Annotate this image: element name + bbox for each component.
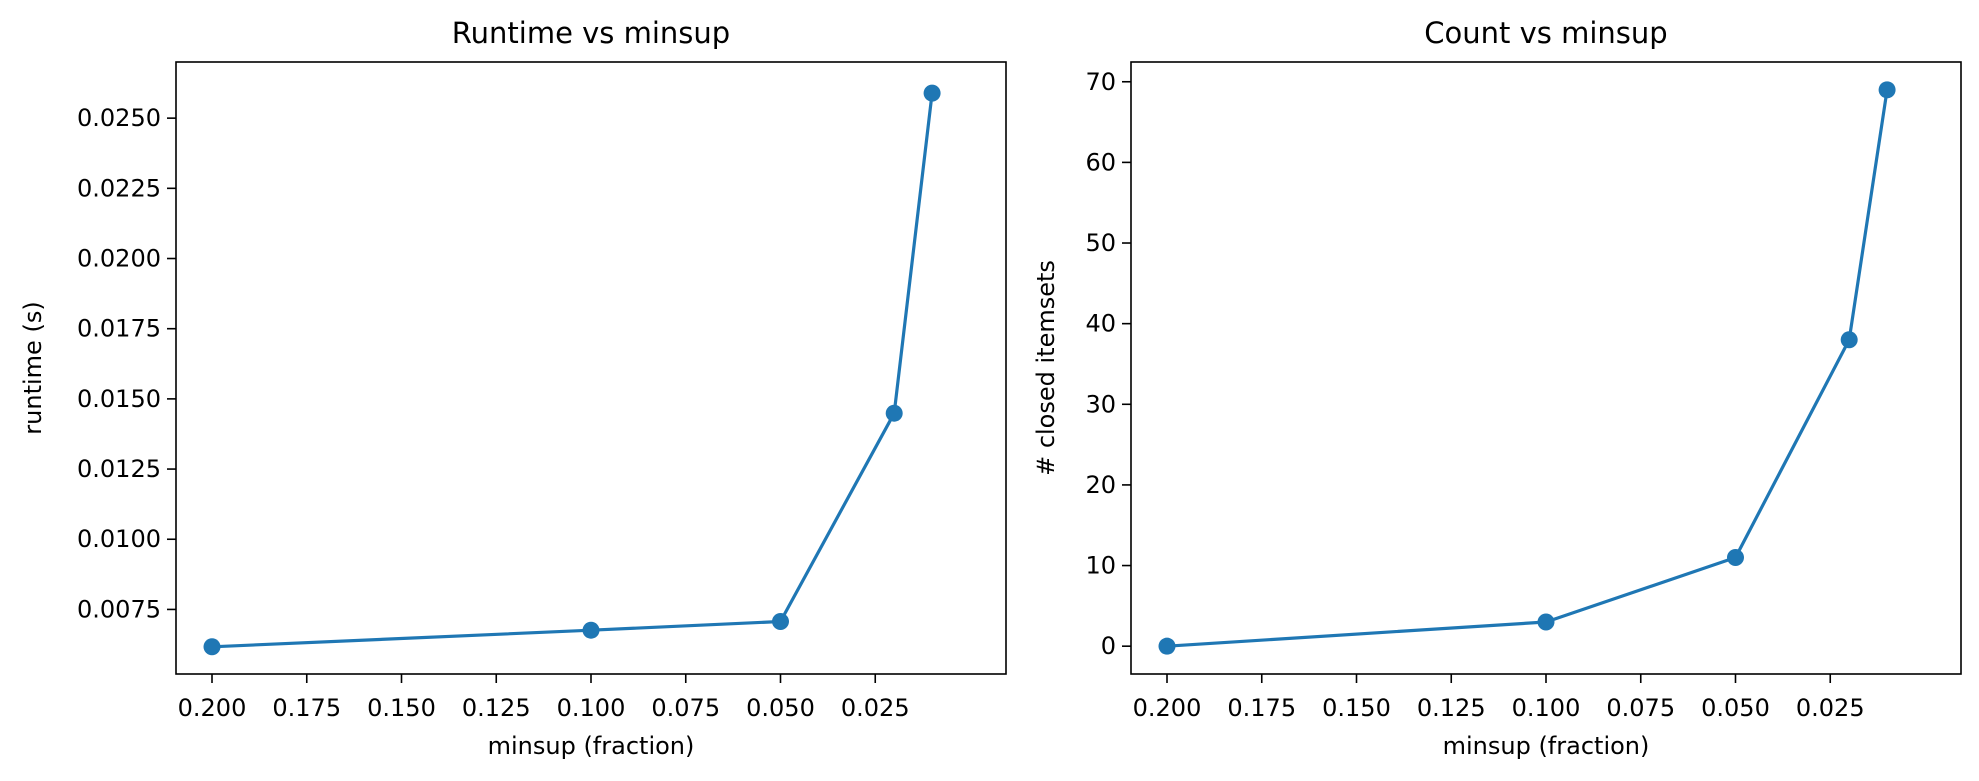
chart-0-y-axis-label: runtime (s)	[19, 301, 47, 434]
chart-0-plot-frame	[175, 61, 1007, 675]
chart-1-y-tick-label: 70	[1085, 68, 1116, 96]
chart-1-x-tick-label: 0.050	[1701, 694, 1770, 722]
chart-0-y-tick-label: 0.0100	[77, 525, 161, 553]
chart-1-x-tick-label: 0.025	[1796, 694, 1865, 722]
chart-1-plot-frame	[1130, 61, 1962, 675]
chart-0-y-tick-label: 0.0200	[77, 245, 161, 273]
chart-0-y-tick-label: 0.0250	[77, 104, 161, 132]
chart-0-series-line	[211, 93, 934, 649]
chart-1-data-point	[1878, 81, 1896, 99]
chart-1-data-point	[1537, 613, 1555, 631]
chart-1-y-tick-label: 30	[1085, 390, 1116, 418]
chart-0-x-tick-label: 0.125	[462, 694, 531, 722]
chart-1-y-tick-label: 60	[1085, 148, 1116, 176]
chart-1-y-tick-label: 0	[1101, 632, 1116, 660]
chart-0-y-tick-label: 0.0125	[77, 455, 161, 483]
chart-0-data-point	[582, 621, 600, 639]
chart-1-data-point	[1726, 548, 1744, 566]
chart-1-x-tick-label: 0.075	[1606, 694, 1675, 722]
chart-1-x-tick-label: 0.100	[1512, 694, 1581, 722]
chart-1-series-line	[1166, 89, 1889, 648]
chart-1-data-point	[1158, 637, 1176, 655]
chart-0-x-tick-label: 0.050	[746, 694, 815, 722]
chart-0-x-tick-label: 0.100	[557, 694, 626, 722]
chart-1-y-tick-label: 40	[1085, 310, 1116, 338]
chart-0-y-tick-label: 0.0075	[77, 595, 161, 623]
chart-0-x-tick-label: 0.150	[367, 694, 436, 722]
count-chart: Count vs minsup 0.200 0.175 0.150 0.125 0.100…	[1032, 16, 1962, 760]
chart-0-y-tick-label: 0.0150	[77, 385, 161, 413]
chart-0-data-point	[771, 613, 789, 631]
chart-0-x-tick-label: 0.075	[651, 694, 720, 722]
chart-1-x-axis-label: minsup (fraction)	[1443, 732, 1650, 760]
chart-0-y-tick-label: 0.0175	[77, 315, 161, 343]
chart-0-x-tick-label: 0.175	[272, 694, 341, 722]
chart-1-x-tick-label: 0.125	[1417, 694, 1486, 722]
chart-0-data-point	[923, 84, 941, 102]
chart-0-title: Runtime vs minsup	[452, 16, 730, 50]
chart-1-y-tick-label: 20	[1085, 471, 1116, 499]
chart-0-data-point	[885, 404, 903, 422]
runtime-chart: Runtime vs minsup 0.200 0.175 0.150 0.125 0.1…	[19, 16, 1007, 760]
chart-1-x-tick-label: 0.175	[1227, 694, 1296, 722]
chart-0-y-tick-label: 0.0225	[77, 174, 161, 202]
chart-0-x-tick-label: 0.025	[841, 694, 910, 722]
chart-1-y-tick-label: 50	[1085, 229, 1116, 257]
chart-0-x-tick-label: 0.200	[178, 694, 247, 722]
chart-0-data-point	[203, 638, 221, 656]
chart-1-title: Count vs minsup	[1424, 16, 1667, 50]
chart-0-x-axis-label: minsup (fraction)	[488, 732, 695, 760]
chart-1-y-tick-label: 10	[1085, 552, 1116, 580]
chart-1-x-tick-label: 0.150	[1322, 694, 1391, 722]
chart-1-y-axis-label: # closed itemsets	[1032, 260, 1060, 476]
chart-1-data-point	[1840, 331, 1858, 349]
chart-1-x-tick-label: 0.200	[1133, 694, 1202, 722]
